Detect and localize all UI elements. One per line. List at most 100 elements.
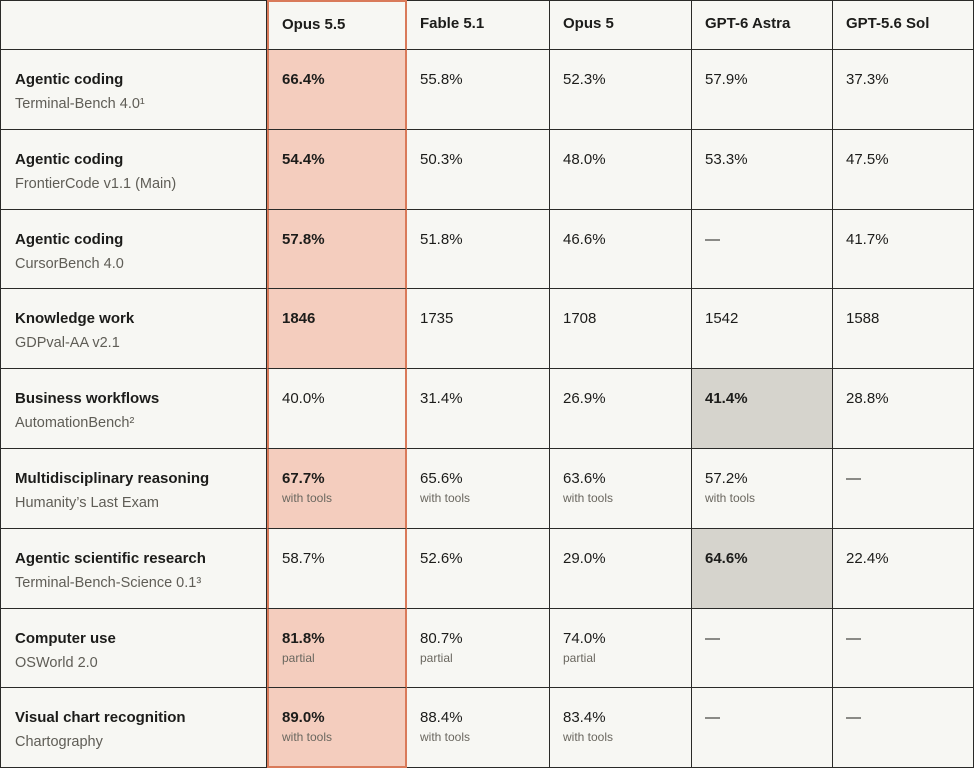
score-cell: 53.3% <box>692 129 833 210</box>
score-note: with tools <box>705 490 756 505</box>
score-value: 55.8% <box>420 71 463 88</box>
score-value: 1735 <box>420 310 454 328</box>
score-value: 64.6% <box>705 549 748 567</box>
benchmark-cell: Knowledge work GDPval-AA v2.1 <box>0 289 267 370</box>
benchmark-name: GDPval-AA v2.1 <box>15 335 120 352</box>
score-cell: 26.9% <box>550 369 692 449</box>
benchmark-cell: Agentic coding FrontierCode v1.1 (Main) <box>0 129 267 210</box>
score-cell: 51.8% <box>407 209 550 290</box>
score-cell: 65.6% with tools <box>407 448 550 529</box>
score-cell: 31.4% <box>407 369 550 449</box>
benchmark-cell: Visual chart recognition Chartography <box>0 688 267 768</box>
score-cell: 66.4% <box>267 50 407 130</box>
benchmark-cell: Agentic coding Terminal-Bench 4.0¹ <box>0 50 267 130</box>
score-value: 63.6% <box>563 469 606 487</box>
score-value: — <box>846 469 861 487</box>
benchmark-cell: Computer use OSWorld 2.0 <box>0 608 267 689</box>
score-value: 53.3% <box>705 150 748 168</box>
score-note: with tools <box>420 490 471 505</box>
benchmark-name: FrontierCode v1.1 (Main) <box>15 175 177 192</box>
score-note: with tools <box>282 490 333 505</box>
score-value: 26.9% <box>563 390 606 408</box>
benchmark-category: Knowledge work <box>15 310 135 328</box>
score-cell: 52.3% <box>550 50 692 130</box>
score-value: 1542 <box>705 310 739 328</box>
score-value: 40.0% <box>282 390 325 408</box>
score-cell: 58.7% <box>267 528 407 609</box>
score-cell: 88.4% with tools <box>407 688 550 768</box>
score-cell: 52.6% <box>407 528 550 609</box>
score-value: 52.6% <box>420 549 463 567</box>
benchmark-category: Visual chart recognition <box>15 709 186 727</box>
score-cell: 37.3% <box>833 50 974 130</box>
score-value: 88.4% <box>420 709 463 727</box>
score-cell: 57.2% with tools <box>692 448 833 529</box>
score-value: 57.2% <box>705 469 748 487</box>
score-cell: 55.8% <box>407 50 550 130</box>
benchmark-name: AutomationBench² <box>15 415 135 432</box>
score-cell: 63.6% with tools <box>550 448 692 529</box>
score-value: — <box>846 709 861 727</box>
score-cell: 29.0% <box>550 528 692 609</box>
score-cell: 83.4% with tools <box>550 688 692 768</box>
score-cell: 89.0% with tools <box>267 688 407 768</box>
column-header: Opus 5.5 <box>267 0 407 50</box>
column-header: GPT-5.6 Sol <box>833 0 974 50</box>
score-cell: 1542 <box>692 289 833 370</box>
score-cell: 57.9% <box>692 50 833 130</box>
benchmark-category: Computer use <box>15 629 116 647</box>
benchmark-name: Terminal-Bench-Science 0.1³ <box>15 574 202 591</box>
score-value: — <box>846 629 861 647</box>
score-cell: 74.0% partial <box>550 608 692 689</box>
score-value: 67.7% <box>282 469 325 487</box>
score-note: with tools <box>563 730 614 745</box>
score-value: 28.8% <box>846 390 889 408</box>
score-value: 74.0% <box>563 629 606 647</box>
score-cell: 41.4% <box>692 369 833 449</box>
benchmark-category: Multidisciplinary reasoning <box>15 469 210 487</box>
score-cell: 22.4% <box>833 528 974 609</box>
score-note: partial <box>563 650 596 665</box>
benchmark-category: Agentic scientific research <box>15 549 206 567</box>
score-value: 89.0% <box>282 709 325 727</box>
score-cell: 41.7% <box>833 209 974 290</box>
score-value: 58.7% <box>282 549 325 567</box>
score-value: 52.3% <box>563 71 606 88</box>
benchmark-name: Humanity’s Last Exam <box>15 494 159 511</box>
column-header: GPT-6 Astra <box>692 0 833 50</box>
score-value: 66.4% <box>282 71 325 88</box>
score-value: — <box>705 709 720 727</box>
score-value: 1588 <box>846 310 880 328</box>
benchmark-name: OSWorld 2.0 <box>15 654 98 671</box>
score-note: with tools <box>563 490 614 505</box>
benchmark-cell: Agentic scientific research Terminal-Benc… <box>0 528 267 609</box>
score-cell: 64.6% <box>692 528 833 609</box>
score-cell: — <box>833 688 974 768</box>
score-cell: 80.7% partial <box>407 608 550 689</box>
score-cell: 54.4% <box>267 129 407 210</box>
benchmark-name: Chartography <box>15 734 103 751</box>
score-value: 31.4% <box>420 390 463 408</box>
score-cell: 67.7% with tools <box>267 448 407 529</box>
benchmark-category: Business workflows <box>15 390 160 408</box>
benchmark-category: Agentic coding <box>15 230 124 248</box>
score-value: 47.5% <box>846 150 889 168</box>
header-corner-cell <box>0 0 267 50</box>
score-value: 83.4% <box>563 709 606 727</box>
benchmark-cell: Business workflows AutomationBench² <box>0 369 267 449</box>
score-cell: 28.8% <box>833 369 974 449</box>
score-value: 41.4% <box>705 390 748 408</box>
benchmark-cell: Multidisciplinary reasoning Humanity’s La… <box>0 448 267 529</box>
score-value: 22.4% <box>846 549 889 567</box>
benchmark-category: Agentic coding <box>15 71 124 88</box>
score-value: 57.9% <box>705 71 748 88</box>
score-value: — <box>705 230 720 248</box>
column-header: Opus 5 <box>550 0 692 50</box>
score-cell: 1846 <box>267 289 407 370</box>
score-cell: 48.0% <box>550 129 692 210</box>
score-note: with tools <box>282 730 333 745</box>
score-cell: 1708 <box>550 289 692 370</box>
score-cell: — <box>833 608 974 689</box>
score-cell: 46.6% <box>550 209 692 290</box>
score-value: 50.3% <box>420 150 463 168</box>
